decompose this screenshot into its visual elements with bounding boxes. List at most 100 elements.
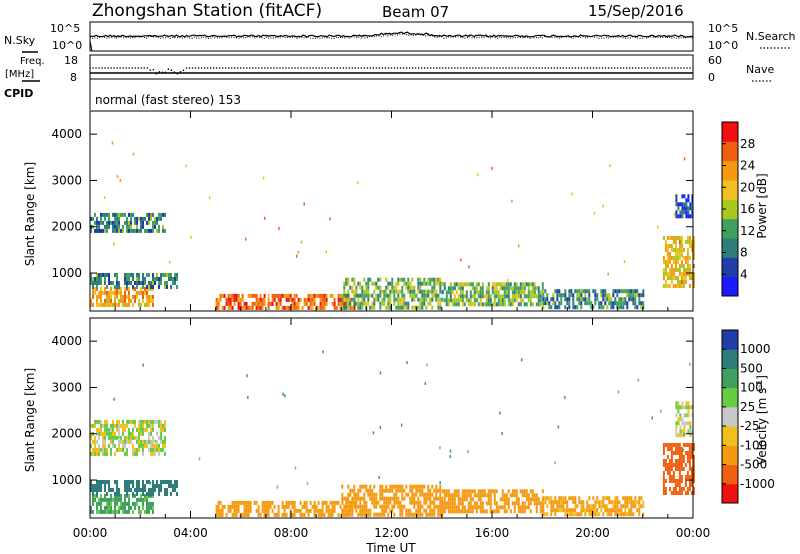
echo-cell <box>535 493 538 498</box>
echo-cell <box>373 504 376 509</box>
nave-point <box>423 67 426 69</box>
echo-cell <box>369 305 372 310</box>
echo-cell <box>668 471 671 475</box>
echo-cell <box>546 293 549 298</box>
echo-cell <box>393 297 396 302</box>
echo-cell <box>429 488 432 493</box>
echo-cell <box>281 293 284 298</box>
echo-cell <box>98 224 100 229</box>
echo-cell <box>674 276 677 280</box>
echo-cell <box>110 451 112 456</box>
echo-cell <box>335 305 338 310</box>
echo-cell <box>682 268 685 272</box>
echo-cell <box>664 268 667 272</box>
echo-cell <box>433 504 436 509</box>
echo-cell <box>409 289 412 294</box>
echo-cell <box>148 480 150 484</box>
echo-cell <box>399 508 402 513</box>
nave-point <box>264 67 266 69</box>
echo-cell <box>259 301 262 306</box>
echo-cell <box>427 492 430 497</box>
echo-cell <box>255 508 258 513</box>
echo-cell <box>130 488 132 492</box>
echo-cell <box>610 297 613 302</box>
echo-cell <box>227 504 230 509</box>
echo-cell <box>562 496 565 501</box>
echo-cell <box>259 293 262 298</box>
echo-cell <box>501 298 504 303</box>
echo-cell <box>465 294 468 299</box>
echo-cell <box>170 285 172 289</box>
echo-cell <box>369 488 372 493</box>
echo-cell <box>467 501 470 506</box>
echo-cell <box>626 301 629 306</box>
echo-cell <box>509 509 512 514</box>
echo-cell <box>529 501 532 506</box>
echo-cell <box>136 277 138 281</box>
echo-cell <box>675 198 678 203</box>
echo-cell <box>253 293 256 298</box>
echo-cell <box>100 423 102 428</box>
echo-cell <box>638 297 641 302</box>
echo-cell <box>690 276 693 280</box>
echo-cell <box>675 405 678 410</box>
echo-cell <box>321 301 324 306</box>
echo-cell <box>144 277 146 281</box>
echo-cell <box>670 256 673 260</box>
echo-cell <box>618 297 621 302</box>
echo-cell <box>136 427 138 432</box>
echo-cell <box>108 298 110 303</box>
echo-cell <box>531 294 534 299</box>
echo-cell <box>437 512 440 517</box>
echo-cell <box>523 501 526 506</box>
echo-cell <box>116 294 118 299</box>
echo-cell <box>172 484 174 488</box>
echo-cell <box>574 500 577 505</box>
echo-cell <box>413 512 416 517</box>
echo-cell <box>267 500 270 505</box>
echo-cell <box>642 293 645 298</box>
echo-cell <box>678 491 681 495</box>
echo-cell <box>662 272 665 276</box>
nave-point <box>155 72 158 75</box>
echo-cell <box>126 281 128 285</box>
echo-cell <box>219 297 222 302</box>
echo-cell <box>672 487 675 491</box>
echo-cell <box>100 290 102 295</box>
echo-cell <box>379 488 382 493</box>
echo-cell <box>691 429 694 434</box>
nave-point <box>671 67 673 69</box>
echo-cell <box>479 509 482 514</box>
echo-cell <box>116 427 118 432</box>
echo-cell <box>259 297 262 302</box>
echo-cell <box>640 293 643 298</box>
echo-cell <box>343 301 346 306</box>
echo-cell <box>461 286 464 291</box>
echo-cell <box>136 492 138 496</box>
echo-cell <box>349 508 352 513</box>
echo-cell <box>666 463 669 467</box>
echo-cell <box>148 509 150 514</box>
echo-cell <box>118 298 120 303</box>
echo-cell <box>546 297 549 302</box>
echo-cell <box>407 492 410 497</box>
nave-point <box>95 67 97 69</box>
nave-point <box>200 67 203 69</box>
echo-cell <box>140 431 142 436</box>
echo-cell <box>385 500 388 505</box>
echo-cell <box>138 427 140 432</box>
echo-cell <box>108 509 110 514</box>
echo-cell <box>198 457 201 461</box>
echo-cell <box>387 488 390 493</box>
echo-cell <box>124 451 126 456</box>
echo-cell <box>604 504 607 509</box>
echo-cell <box>423 289 426 294</box>
echo-cell <box>542 504 545 509</box>
echo-cell <box>235 500 238 505</box>
echo-cell <box>692 244 695 248</box>
echo-cell <box>146 273 148 277</box>
echo-cell <box>381 484 384 489</box>
echo-cell <box>150 505 152 510</box>
echo-cell <box>437 305 440 310</box>
nave-point <box>333 67 336 69</box>
